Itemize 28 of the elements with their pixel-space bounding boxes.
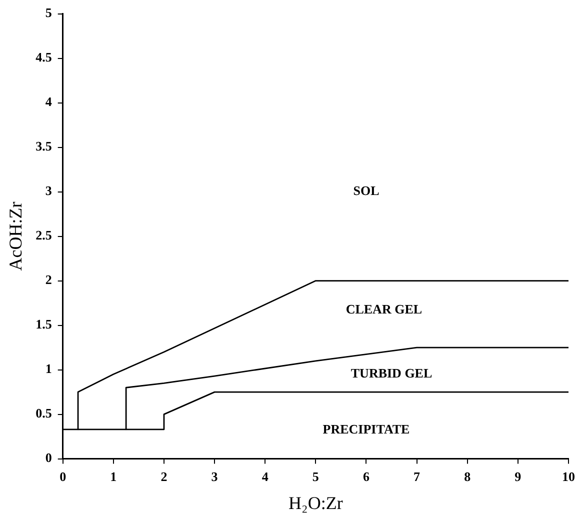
y-tick-label: 3 — [45, 183, 52, 198]
x-tick-label: 9 — [514, 468, 522, 484]
x-tick-label: 10 — [562, 468, 575, 484]
x-tick-label: 1 — [110, 468, 117, 484]
x-tick-label: 2 — [160, 468, 168, 484]
y-tick-label: 0.5 — [36, 406, 52, 421]
x-tick-label: 3 — [211, 468, 218, 484]
annotation: CLEAR GEL — [346, 302, 422, 317]
y-tick-label: 2.5 — [36, 228, 52, 243]
x-axis-title: H₂O:Zr — [288, 492, 343, 513]
x-tick-label: 6 — [362, 468, 370, 484]
y-tick-label: 3.5 — [36, 138, 52, 154]
annotation: TURBID GEL — [350, 366, 432, 381]
x-tick-label: 8 — [464, 468, 472, 484]
x-tick-label: 7 — [414, 468, 421, 484]
y-tick-label: 0 — [45, 450, 52, 466]
y-axis-title: AcOH:Zr — [6, 202, 26, 271]
y-tick-label: 4 — [45, 94, 52, 110]
y-tick-label: 1.5 — [36, 316, 52, 332]
x-tick-label: 0 — [60, 468, 66, 484]
y-tick-label: 1 — [45, 361, 52, 376]
y-tick-label: 4.5 — [36, 50, 52, 65]
annotation: PRECIPITATE — [322, 422, 410, 437]
x-tick-label: 5 — [312, 468, 320, 484]
x-tick-label: 4 — [262, 468, 269, 484]
annotation: SOL — [353, 183, 380, 198]
y-tick-label: 2 — [45, 272, 52, 288]
y-tick-label: 5 — [45, 5, 52, 20]
